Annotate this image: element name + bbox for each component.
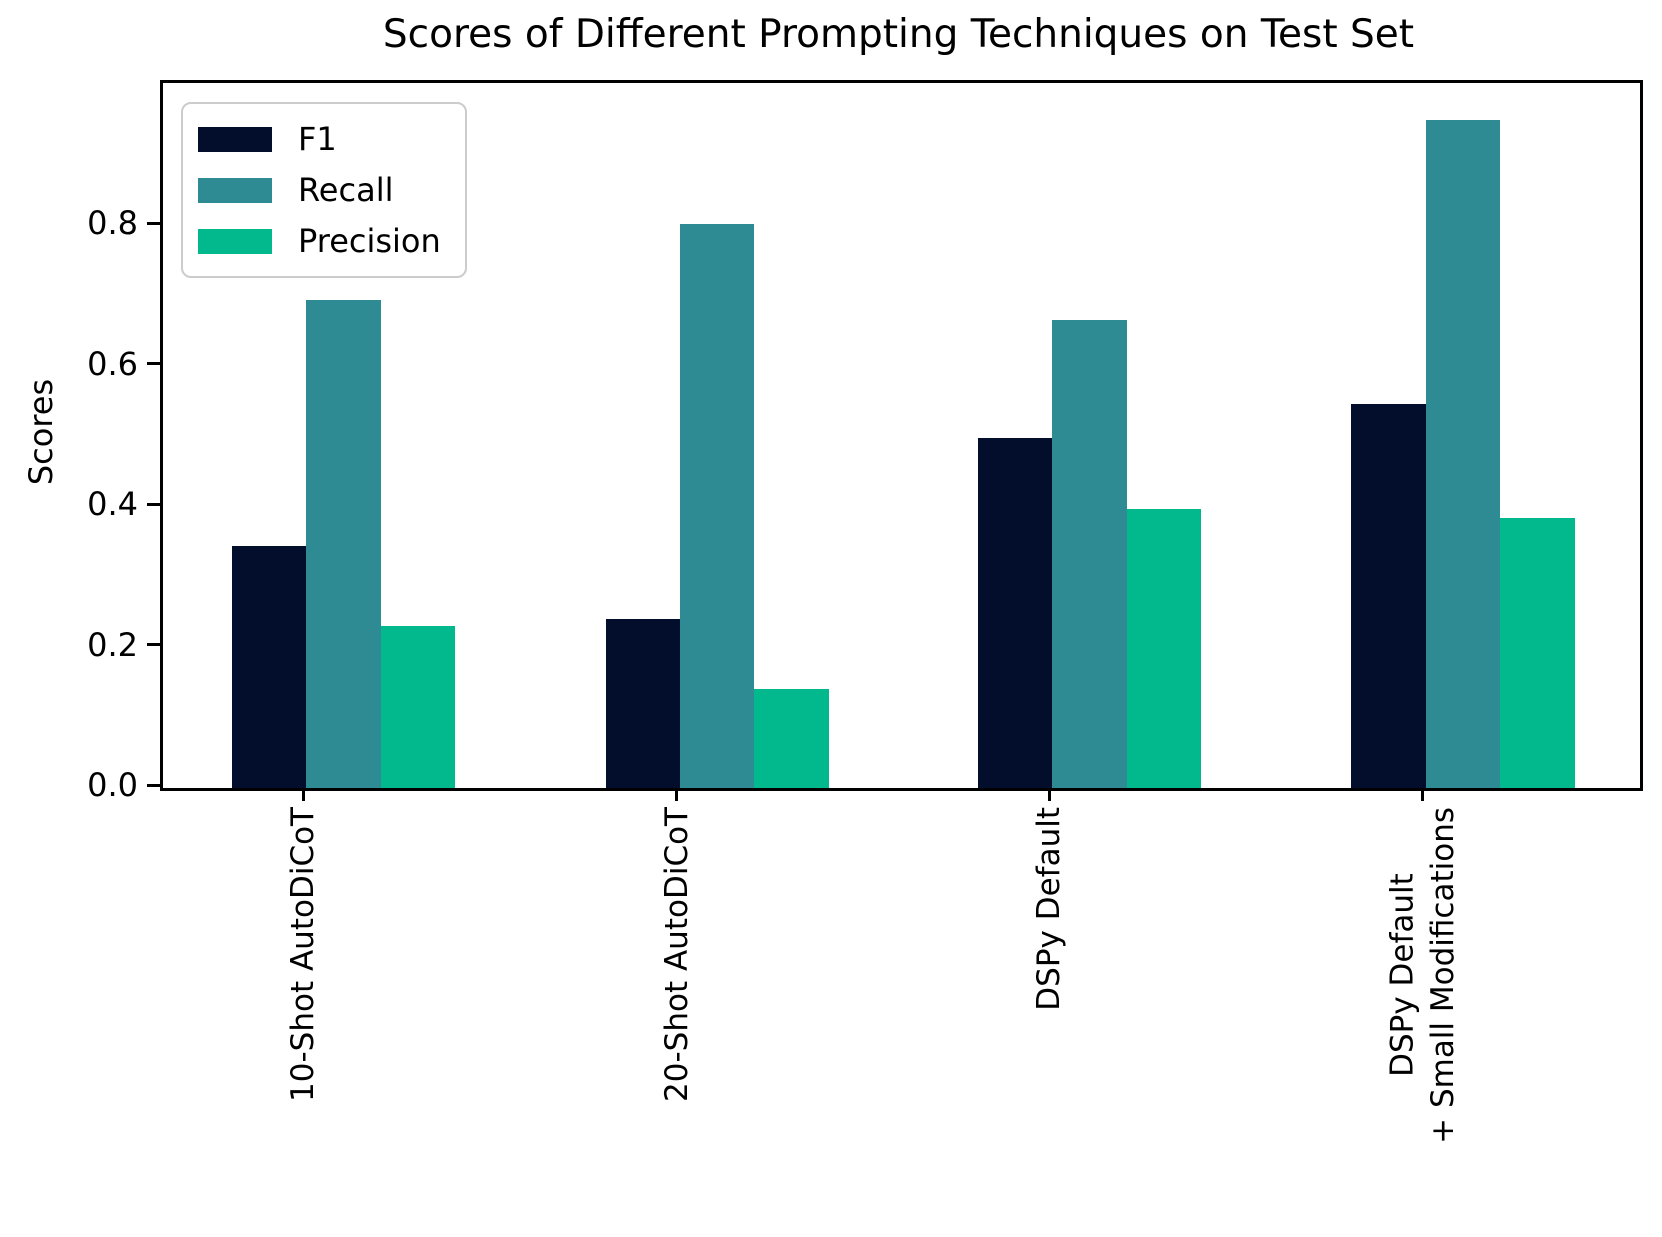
- bar-recall-group2: [679, 224, 755, 788]
- x-tick-mark: [1047, 788, 1051, 801]
- bar-f1-group1: [231, 545, 307, 788]
- legend-label: F1: [298, 120, 337, 158]
- x-tick-label: 20-Shot AutoDiCoT: [658, 807, 695, 1102]
- legend-label: Recall: [298, 171, 394, 209]
- x-tick-label: DSPy Default + Small Modifications: [1384, 807, 1461, 1144]
- x-tick-label: DSPy Default: [1030, 807, 1067, 1011]
- legend-swatch-f1: [198, 126, 272, 152]
- bar-f1-group4: [1351, 403, 1426, 788]
- y-tick-mark: [147, 643, 160, 647]
- legend-label: Precision: [298, 222, 441, 260]
- plot-area: F1 Recall Precision: [160, 80, 1643, 791]
- y-tick-label: 0.2: [87, 625, 138, 664]
- bar-precision-group2: [754, 689, 829, 788]
- bar-precision-group4: [1500, 518, 1575, 788]
- x-tick-label: 10-Shot AutoDiCoT: [285, 807, 322, 1102]
- chart-title: Scores of Different Prompting Techniques…: [382, 12, 1415, 57]
- bar-recall-group1: [306, 299, 381, 788]
- legend: F1 Recall Precision: [181, 102, 467, 278]
- y-tick-label: 0.4: [87, 485, 138, 524]
- x-tick-mark: [301, 788, 305, 801]
- y-tick-label: 0.8: [87, 204, 138, 243]
- bar-f1-group3: [977, 438, 1053, 788]
- bar-f1-group2: [605, 619, 680, 788]
- y-tick-mark: [147, 502, 160, 506]
- legend-swatch-precision: [198, 228, 272, 254]
- legend-swatch-recall: [198, 177, 272, 203]
- y-axis-label: Scores: [22, 378, 60, 486]
- legend-item-precision: Precision: [198, 222, 441, 260]
- x-tick-mark: [1421, 788, 1425, 801]
- bar-precision-group1: [380, 625, 456, 788]
- y-tick-label: 0.0: [87, 766, 138, 804]
- y-tick-mark: [147, 783, 160, 787]
- y-tick-label: 0.6: [87, 344, 138, 383]
- legend-item-f1: F1: [198, 120, 441, 158]
- bar-recall-group4: [1425, 119, 1501, 788]
- y-tick-mark: [147, 221, 160, 225]
- bar-precision-group3: [1126, 509, 1202, 788]
- legend-item-recall: Recall: [198, 171, 441, 209]
- bar-recall-group3: [1052, 320, 1127, 788]
- y-tick-mark: [147, 362, 160, 366]
- x-tick-mark: [675, 788, 679, 801]
